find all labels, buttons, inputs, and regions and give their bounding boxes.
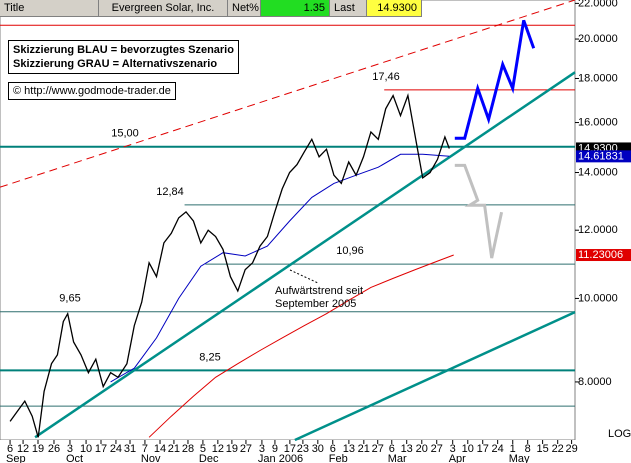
x-tick-label: 12 [17,443,29,455]
month-label: May [509,453,530,463]
month-label: Jan 2006 [258,453,303,463]
y-tick-label: 8.0000 [578,376,612,388]
x-tick-label: 14 [154,443,166,455]
x-tick-label: 31 [124,443,136,455]
x-tick-label: 27 [431,443,443,455]
x-tick-label: 21 [168,443,180,455]
ma-value-label: 14.61831 [578,150,624,162]
level-label: 10,96 [336,245,364,257]
net-label: Net% [228,0,261,16]
y-tick-label: 10.0000 [578,292,618,304]
x-tick-label: 20 [416,443,428,455]
x-tick-label: 3 [450,443,456,455]
ma-value-label: 11.23006 [578,249,623,261]
moving-average [110,153,450,383]
annotation-leader [289,269,319,284]
note: Skizzierung BLAU = bevorzugtes Szenario [13,44,234,56]
y-tick-label: 14.0000 [578,166,618,178]
x-tick-label: 28 [182,443,194,455]
x-tick-label: 3 [67,443,73,455]
annotation: September 2005 [275,298,356,310]
y-tick-label: 22.0000 [578,0,618,9]
x-tick-label: 17 [477,443,489,455]
x-tick-label: 8 [525,443,531,455]
x-tick-label: 22 [552,443,564,455]
x-tick-label: 24 [110,443,122,455]
x-tick-label: 23 [297,443,309,455]
x-tick-label: 30 [312,443,324,455]
x-tick-label: 27 [240,443,252,455]
title-label: Title [0,0,99,16]
y-tick-label: 20.0000 [578,33,618,45]
trend-line [294,310,576,442]
x-tick-label: 24 [492,443,504,455]
scenario-line [454,163,504,259]
x-tick-label: 17 [284,443,296,455]
x-tick-label: 17 [95,443,107,455]
x-tick-label: 29 [565,443,577,455]
x-tick-label: 7 [142,443,148,455]
x-tick-label: 12 [212,443,224,455]
net-value: 1.35 [261,0,330,16]
x-tick-label: 26 [48,443,60,455]
x-axis-area [0,440,631,463]
level-label: 9,65 [59,293,80,305]
level-label: 12,84 [156,186,184,198]
level-label: 15,00 [111,128,139,140]
x-tick-label: 10 [462,443,474,455]
scenario-line [454,19,536,140]
x-tick-label: 1 [510,443,516,455]
x-tick-label: 10 [80,443,92,455]
copyright: © http://www.godmode-trader.de [8,82,176,100]
month-label: Apr [449,453,466,463]
x-tick-label: 15 [536,443,548,455]
y-tick-label: 18.0000 [578,72,618,84]
last-label: Last [330,0,367,16]
month-label: Nov [141,453,161,463]
y-tick-label: 16.0000 [578,116,618,128]
y-tick-label: 12.0000 [578,224,618,236]
x-tick-label: 3 [259,443,265,455]
notes-box: Skizzierung BLAU = bevorzugtes Szenario … [8,40,239,74]
header-bar: Title Evergreen Solar, Inc. Net% 1.35 La… [0,0,422,17]
x-tick-label: 27 [372,443,384,455]
last-value: 14.9300 [367,0,422,16]
month-label: Oct [66,453,83,463]
level-label: 17,46 [372,71,400,83]
log-label: LOG [608,428,631,440]
trend-line [0,0,576,188]
month-label: Feb [329,453,348,463]
x-tick-label: 13 [401,443,413,455]
month-label: Mar [388,453,407,463]
annotation: Aufwärtstrend seit [275,285,363,297]
x-tick-label: 19 [32,443,44,455]
instrument-name: Evergreen Solar, Inc. [99,0,228,16]
note: Skizzierung GRAU = Alternativszenario [13,58,218,70]
month-label: Sep [6,453,26,463]
moving-average [148,254,454,438]
trend-line [34,71,576,439]
x-tick-label: 21 [358,443,370,455]
x-tick-label: 13 [343,443,355,455]
month-label: Dec [199,453,219,463]
price-line [9,93,450,438]
x-tick-label: 9 [272,443,278,455]
x-tick-label: 6 [330,443,336,455]
ma-value-label-box [576,249,631,262]
x-tick-label: 5 [200,443,206,455]
x-tick-label: 6 [7,443,13,455]
x-tick-label: 19 [226,443,238,455]
x-tick-label: 6 [389,443,395,455]
ma-value-label-box [576,150,631,163]
level-label: 8,25 [199,351,220,363]
